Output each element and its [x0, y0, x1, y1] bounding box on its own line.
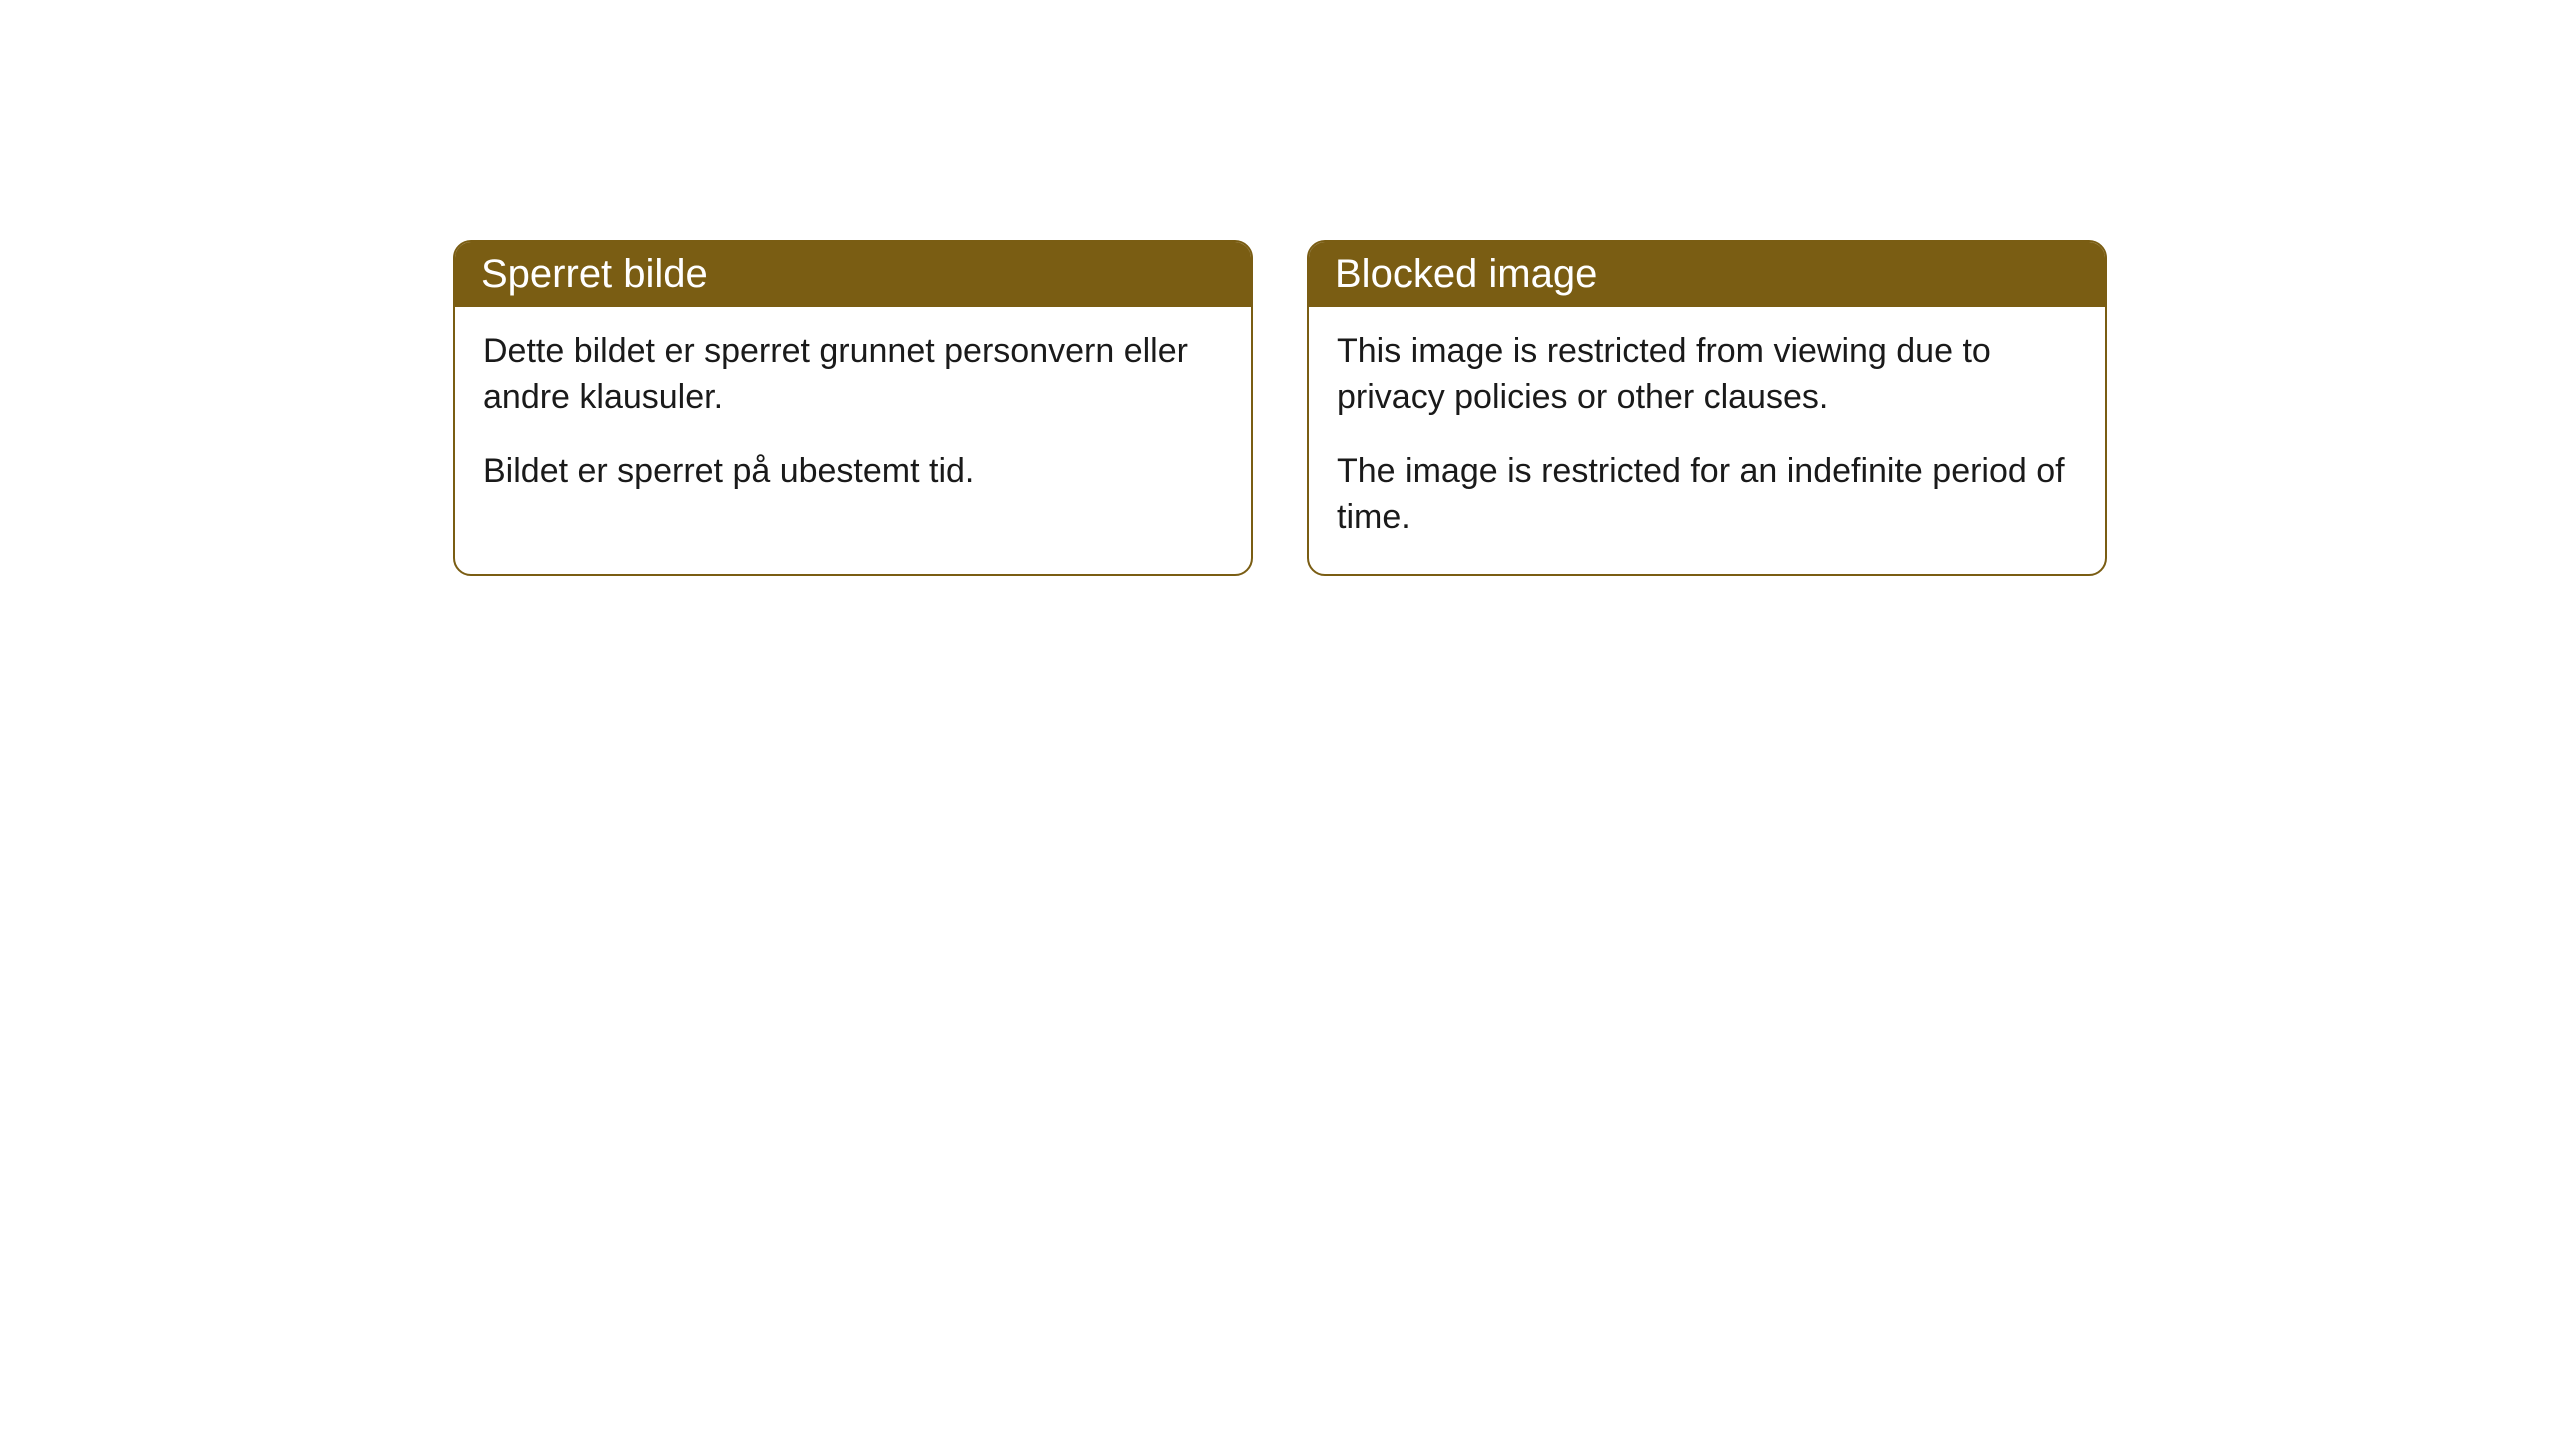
card-title-english: Blocked image — [1335, 252, 1597, 296]
card-paragraph-1-english: This image is restricted from viewing du… — [1337, 329, 2077, 421]
card-paragraph-2-norwegian: Bildet er sperret på ubestemt tid. — [483, 449, 1223, 495]
card-header-norwegian: Sperret bilde — [455, 242, 1251, 307]
card-body-english: This image is restricted from viewing du… — [1309, 307, 2105, 573]
card-title-norwegian: Sperret bilde — [481, 252, 708, 296]
card-header-english: Blocked image — [1309, 242, 2105, 307]
notice-card-english: Blocked image This image is restricted f… — [1307, 240, 2107, 576]
notice-cards-container: Sperret bilde Dette bildet er sperret gr… — [453, 240, 2107, 1440]
card-paragraph-2-english: The image is restricted for an indefinit… — [1337, 449, 2077, 541]
card-body-norwegian: Dette bildet er sperret grunnet personve… — [455, 307, 1251, 527]
notice-card-norwegian: Sperret bilde Dette bildet er sperret gr… — [453, 240, 1253, 576]
card-paragraph-1-norwegian: Dette bildet er sperret grunnet personve… — [483, 329, 1223, 421]
